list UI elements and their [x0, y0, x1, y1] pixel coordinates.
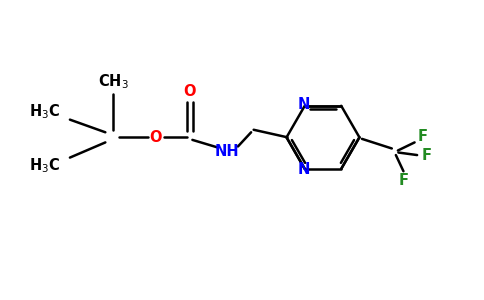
- Text: F: F: [421, 148, 431, 163]
- Text: F: F: [417, 129, 427, 144]
- Text: H$_3$C: H$_3$C: [29, 156, 60, 175]
- Text: H$_3$C: H$_3$C: [29, 103, 60, 122]
- Text: N: N: [298, 97, 310, 112]
- Text: O: O: [183, 84, 196, 99]
- Text: N: N: [298, 162, 310, 177]
- Text: NH: NH: [214, 144, 239, 159]
- Text: F: F: [398, 173, 408, 188]
- Text: O: O: [150, 130, 162, 145]
- Text: CH$_3$: CH$_3$: [98, 72, 128, 91]
